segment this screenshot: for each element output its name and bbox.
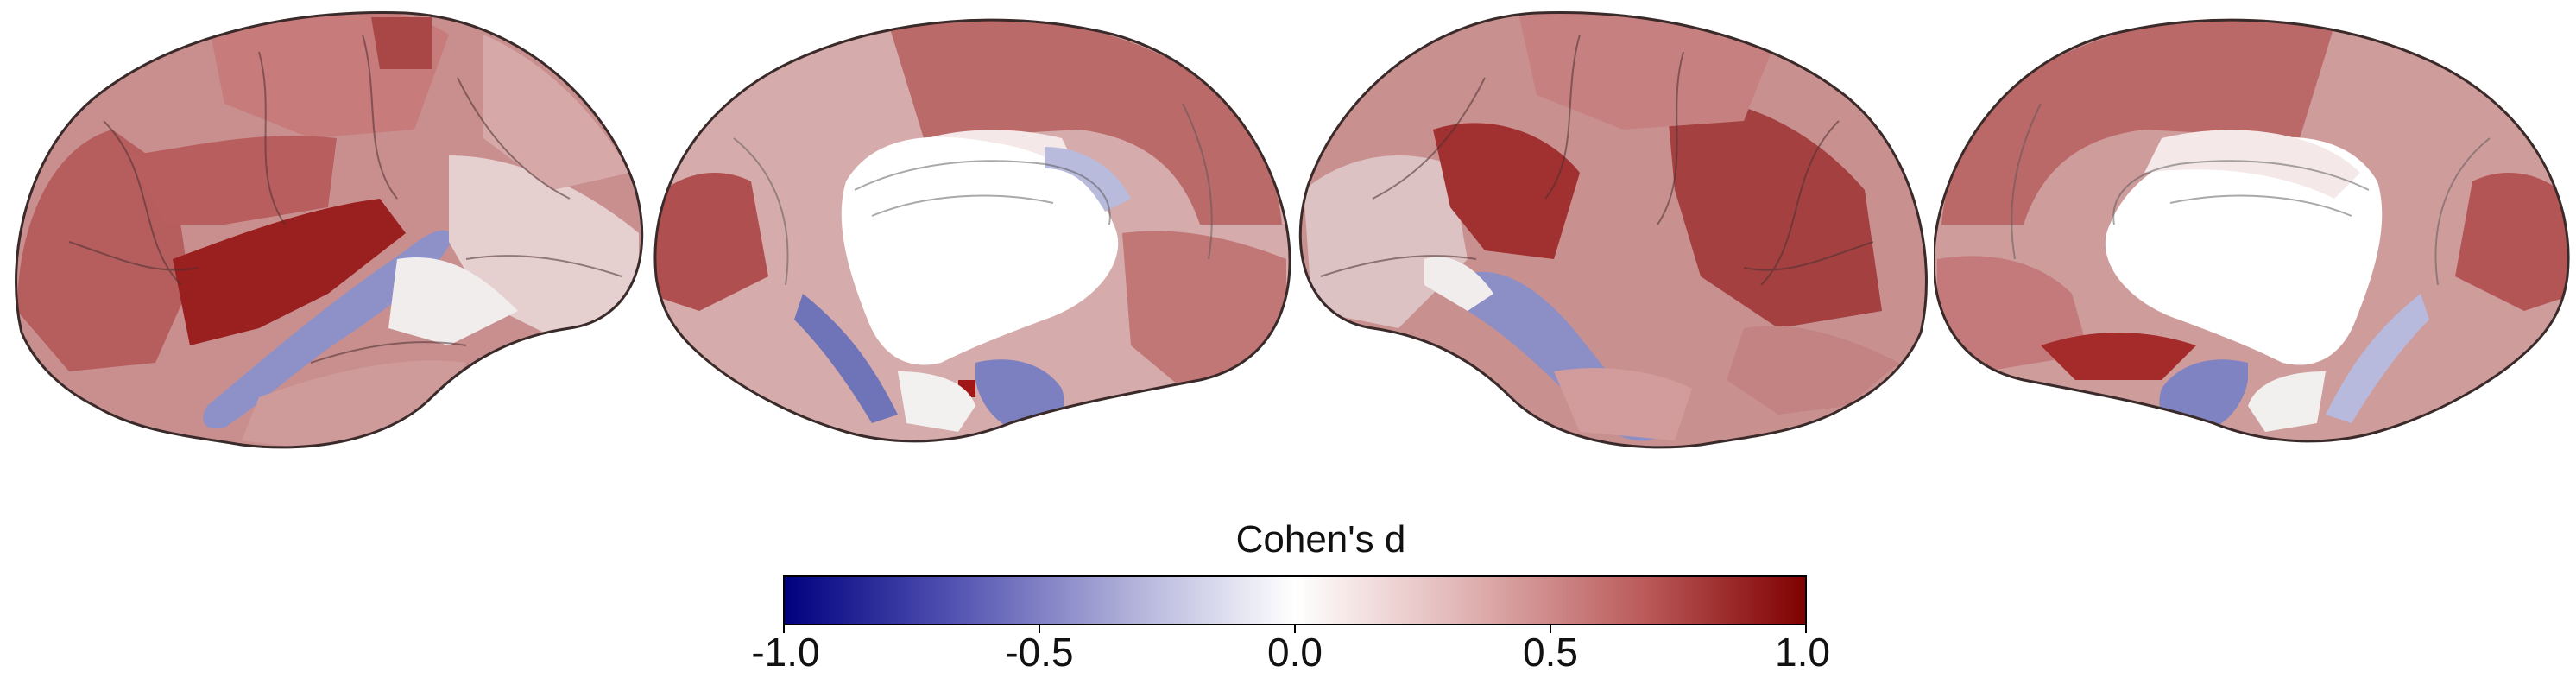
colorbar-tick-label: -1.0 xyxy=(717,629,855,675)
colorbar-tick-label: 1.0 xyxy=(1733,629,1872,675)
right-medial-brain xyxy=(1934,0,2576,484)
left-lateral-brain xyxy=(0,0,647,484)
left-medial-brain xyxy=(647,0,1295,484)
right-lateral-brain xyxy=(1295,0,1942,484)
colorbar-tick-label: -0.5 xyxy=(970,629,1108,675)
colorbar xyxy=(781,574,1809,635)
colorbar-tick-label: 0.5 xyxy=(1481,629,1619,675)
colorbar-title: Cohen's d xyxy=(1191,518,1450,561)
colorbar-gradient xyxy=(784,576,1806,624)
colorbar-tick-label: 0.0 xyxy=(1226,629,1364,675)
